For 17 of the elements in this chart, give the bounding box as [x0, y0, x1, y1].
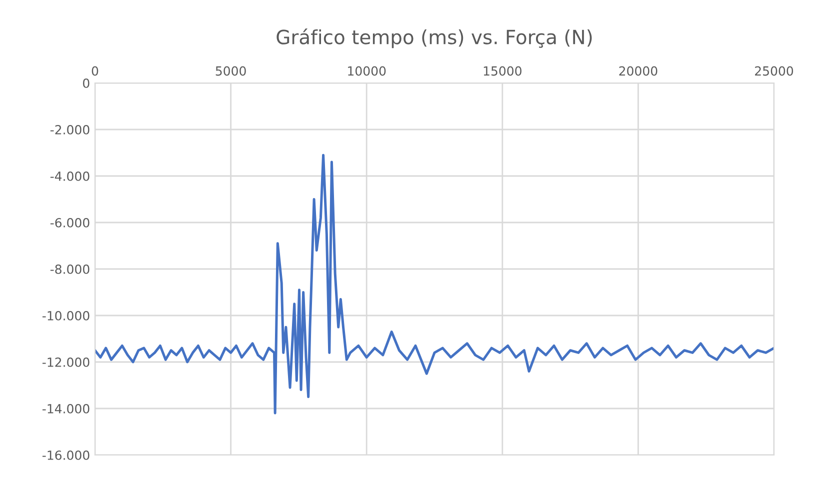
y-tick-label: 0	[83, 78, 90, 88]
x-tick-label: 10000	[348, 66, 386, 76]
y-tick-label: -16.000	[42, 450, 90, 460]
y-tick-label: -10.000	[42, 310, 90, 320]
y-tick-label: -2.000	[50, 124, 90, 134]
x-tick-label: 0	[92, 66, 98, 76]
y-tick-label: -8.000	[50, 264, 90, 274]
x-tick-label: 25000	[755, 66, 794, 76]
y-tick-label: -12.000	[42, 357, 90, 367]
y-tick-label: -6.000	[50, 218, 90, 228]
x-tick-label: 15000	[484, 66, 522, 76]
chart-title: Gráfico tempo (ms) vs. Força (N)	[276, 28, 592, 48]
x-tick-label: 5000	[216, 66, 246, 76]
y-tick-label: -4.000	[50, 171, 90, 181]
line-series	[95, 154, 774, 414]
y-tick-label: -14.000	[42, 404, 90, 414]
x-tick-label: 20000	[619, 66, 658, 76]
